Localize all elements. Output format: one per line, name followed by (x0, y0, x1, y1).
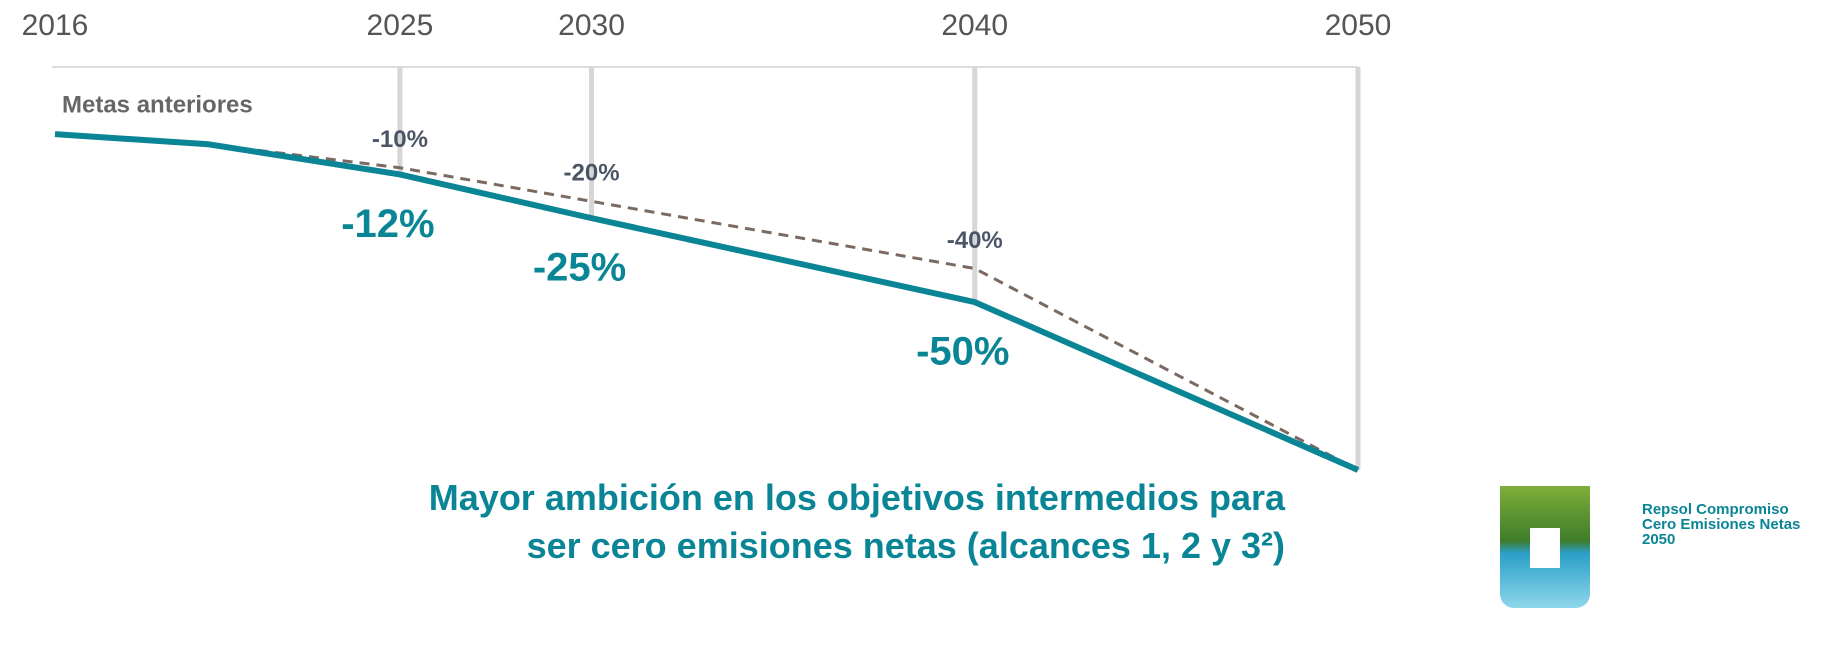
series-line (54, 132, 1359, 472)
logo-text: Repsol Compromiso (1642, 501, 1789, 518)
x-tick-label: 2050 (1325, 9, 1392, 42)
data-label: -20% (564, 160, 620, 187)
data-label: -40% (947, 227, 1003, 254)
x-tick-label: 2040 (941, 9, 1008, 42)
data-label: -50% (916, 330, 1009, 374)
chart-title: Mayor ambición en los objetivos intermed… (429, 477, 1286, 566)
x-tick-label: 2016 (22, 9, 89, 42)
data-label: -10% (372, 126, 428, 153)
logo-text: Cero Emisiones Netas (1642, 516, 1800, 533)
logo-text: 2050 (1642, 531, 1675, 548)
x-tick-label: 2030 (558, 9, 625, 42)
logo (1500, 486, 1590, 608)
data-label: -25% (533, 246, 626, 290)
x-tick-label: 2025 (367, 9, 434, 42)
data-label: -12% (341, 202, 434, 246)
series-name: Metas anteriores (62, 91, 253, 118)
logo-icon (1500, 486, 1590, 608)
series-line (54, 131, 1360, 473)
